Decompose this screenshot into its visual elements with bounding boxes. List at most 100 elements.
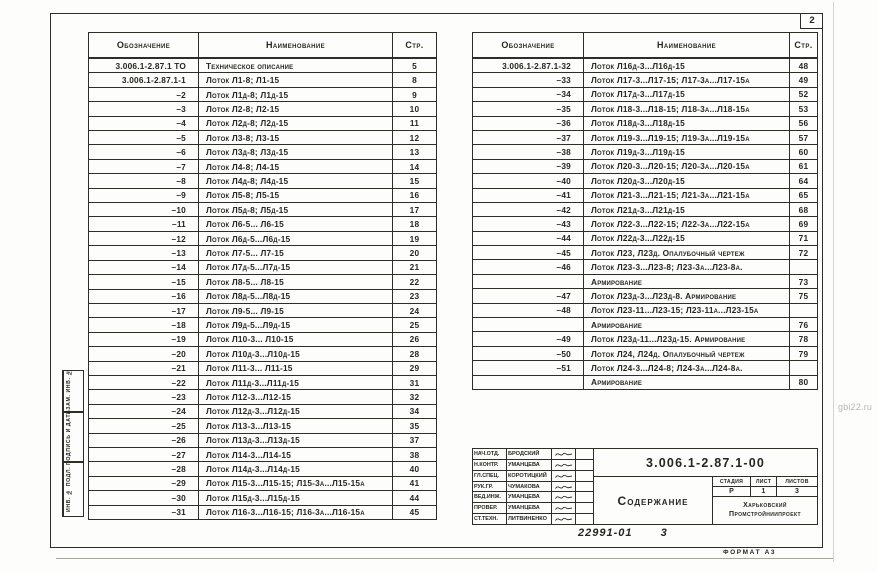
cell-name: Лоток Л2-8; Л2-15 (199, 102, 393, 116)
signature-row: СТ.ТЕХН. ЛИТВИНЕНКО (473, 514, 593, 525)
cell-designation: 3.006.1-2.87.1-32 (473, 59, 584, 73)
signature-mark (552, 470, 576, 481)
cell-designation (473, 375, 584, 389)
corner-sheet-number-box: 2 (800, 13, 823, 29)
cell-designation: –14 (89, 260, 199, 275)
signature-mark (552, 481, 576, 492)
cell-page: 14 (409, 161, 420, 172)
cell-page: 78 (798, 334, 809, 345)
signature-role: Н.КОНТР. (473, 459, 507, 470)
cell-name: Лоток Л15-3...Л15-15; Л15-3а...Л15-15а (199, 476, 393, 491)
cell-name: Лоток Л5-8; Л5-15 (199, 188, 393, 203)
table-row: –48 Лоток Л23-11...Л23-15; Л23-11а...Л23… (473, 303, 817, 319)
table-row: –47 Лоток Л23д-3...Л23д-8. Армирование 7… (473, 289, 817, 304)
cell-name: Лоток Л2д-8; Л2д-15 (199, 116, 393, 131)
signature-mark (552, 449, 576, 459)
cell-page: 56 (798, 118, 809, 129)
table-row: –21 Лоток Л11-3... Л11-15 29 (89, 361, 436, 376)
cell-designation: –8 (89, 174, 199, 188)
cell-page: 8 (412, 75, 417, 86)
signature-name: ЧУМАКОВА (507, 481, 552, 492)
table-row: –6 Лоток Л3д-8; Л3д-15 13 (89, 145, 436, 160)
cell-page: 79 (798, 348, 809, 359)
cell-name: Лоток Л14-3...Л14-15 (199, 447, 393, 462)
cell-designation: –34 (473, 87, 584, 102)
table-row: –7 Лоток Л4-8; Л4-15 14 (89, 159, 436, 175)
cell-page: 80 (798, 377, 809, 388)
archive-sheet-number: 3 (660, 527, 668, 539)
table-row: –50 Лоток Л24, Л24д. Опалубочный чертеж … (473, 346, 817, 362)
cell-name: Лоток Л12д-3...Л12д-15 (199, 404, 393, 419)
cell-designation: –40 (473, 174, 584, 188)
cell-page (790, 260, 817, 273)
stage-values-row: Р 1 3 (713, 487, 817, 497)
cell-page: 22 (409, 276, 420, 287)
cell-page: 9 (412, 89, 417, 100)
signature-date-blank (576, 460, 593, 470)
signature-squiggle-icon (555, 517, 573, 521)
cell-page: 18 (409, 219, 420, 230)
signature-name: КОРОТИЦКИЙ (507, 470, 552, 481)
cell-name: Лоток Л3-8; Л3-15 (199, 131, 393, 145)
cell-name: Лоток Л23-3...Л23-8; Л23-3а...Л23-8а. (584, 260, 790, 274)
cell-name: Лоток Л10-3... Л10-15 (199, 332, 393, 347)
signature-area: НАЧ.ОТД. БРОДСКИЙ Н.КОНТР. УМАНЦЕВА (473, 449, 594, 525)
signature-row: НАЧ.ОТД. БРОДСКИЙ (473, 449, 593, 460)
cell-page: 40 (409, 464, 420, 475)
stage-area: СТАДИЯ ЛИСТ ЛИСТОВ Р 1 3 Харьковский Про… (713, 477, 817, 524)
cell-name: Лоток Л10д-3...Л10д-15 (199, 347, 393, 361)
cell-page: 13 (409, 147, 420, 158)
corner-sheet-number: 2 (809, 15, 815, 26)
archive-number-line: 22991-01 3 (578, 527, 778, 539)
contents-table-right: Обозначение Наименование Стр. 3.006.1-2.… (472, 32, 818, 390)
cell-page: 57 (798, 132, 809, 143)
table-row: –44 Лоток Л22д-3...Л22д-15 71 (473, 231, 817, 247)
cell-designation: –16 (89, 289, 199, 303)
table-row: –11 Лоток Л6-5... Л6-15 18 (89, 217, 436, 232)
side-stamp-label: ИНВ. № ПОДЛ. (63, 463, 74, 516)
cell-page: 28 (409, 348, 420, 359)
table-row: –38 Лоток Л19д-3...Л19д-15 60 (473, 145, 817, 160)
cell-designation: –24 (89, 404, 199, 419)
cell-page: 73 (798, 276, 809, 287)
cell-page: 72 (798, 247, 809, 258)
cell-designation: –43 (473, 217, 584, 231)
table-row: –39 Лоток Л20-3...Л20-15; Л20-3а...Л20-1… (473, 159, 817, 175)
cell-name: Армирование (584, 274, 790, 289)
signature-squiggle-icon (555, 507, 573, 510)
header-designation: Обозначение (89, 33, 199, 57)
table-row: –45 Лоток Л23, Л23д. Опалубочный чертеж … (473, 246, 817, 261)
cell-page: 64 (798, 175, 809, 186)
table-row: –26 Лоток Л13д-3...Л13д-15 37 (89, 433, 436, 448)
table-row: –31 Лоток Л16-3...Л16-15; Л16-3а...Л16-1… (89, 505, 436, 519)
cell-name: Лоток Л18-3...Л18-15; Л18-3а...Л18-15а (584, 102, 790, 116)
cell-name: Техническое описание (199, 59, 393, 73)
signature-row: ПРОВЕР. УМАНЦЕВА (473, 503, 593, 515)
cell-designation: –33 (473, 73, 584, 87)
cell-name: Лоток Л13д-3...Л13д-15 (199, 433, 393, 447)
cell-page: 20 (409, 247, 420, 258)
cell-designation: 3.006.1-2.87.1 ТО (89, 59, 199, 73)
signature-row: ВЕД.ИНЖ. УМАНЦЕВА (473, 492, 593, 504)
cell-name: Лоток Л20д-3...Л20д-15 (584, 174, 790, 188)
cell-designation: –37 (473, 130, 584, 145)
cell-name: Лоток Л6д-5...Л6д-15 (199, 231, 393, 246)
title-block-right: 3.006.1-2.87.1-00 Содержание СТАДИЯ ЛИСТ… (594, 449, 817, 524)
table-row: –46 Лоток Л23-3...Л23-8; Л23-3а...Л23-8а… (473, 260, 817, 275)
cell-designation: –5 (89, 131, 199, 145)
signature-date-blank (576, 503, 593, 513)
cell-designation: –46 (473, 260, 584, 274)
table-row: –27 Лоток Л14-3...Л14-15 38 (89, 447, 436, 463)
table-body-left: 3.006.1-2.87.1 ТО Техническое описание 5… (89, 59, 436, 519)
cell-page: 75 (798, 290, 809, 301)
signature-name: УМАНЦЕВА (507, 459, 552, 470)
table-row: –14 Лоток Л7д-5...Л7д-15 21 (89, 260, 436, 276)
cell-name: Лоток Л6-5... Л6-15 (199, 217, 393, 231)
table-row: –33 Лоток Л17-3...Л17-15; Л17-3а...Л17-1… (473, 73, 817, 88)
table-row: –5 Лоток Л3-8; Л3-15 12 (89, 131, 436, 146)
cell-name: Лоток Л4д-8; Л4д-15 (199, 174, 393, 188)
stage-value: Р (713, 487, 751, 496)
cell-designation: –3 (89, 102, 199, 116)
signature-squiggle-icon (555, 463, 573, 467)
table-row: –23 Лоток Л12-3...Л12-15 32 (89, 390, 436, 405)
